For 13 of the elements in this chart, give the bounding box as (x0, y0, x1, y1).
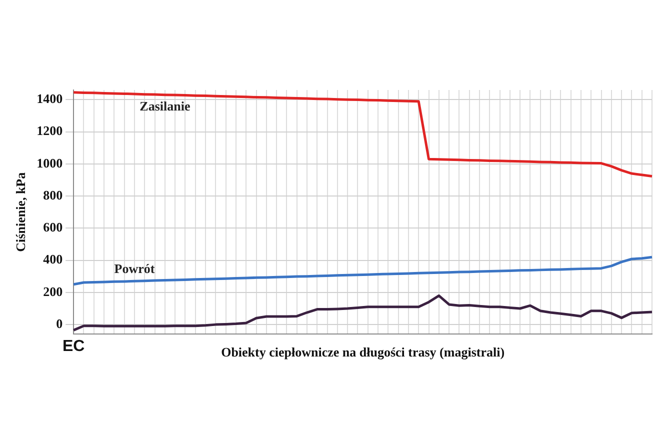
y-tick-label: 0 (56, 316, 63, 331)
series-label: Zasilanie (140, 98, 190, 114)
y-tick-label: 1200 (36, 123, 63, 138)
y-tick-label: 400 (43, 252, 63, 267)
y-axis-title: Ciśnienie, kPa (13, 172, 28, 252)
y-tick-label: 200 (43, 284, 63, 299)
y-tick-label: 600 (43, 220, 63, 235)
x-tick-label: EC (62, 338, 86, 356)
y-tick-label: 800 (43, 187, 63, 202)
series-label: Powrót (114, 261, 156, 276)
x-axis-title: Obiekty ciepłownicze na długości trasy (magistrali) (221, 344, 505, 360)
y-tick-label: 1400 (36, 91, 63, 106)
y-tick-label: 1000 (36, 155, 63, 170)
